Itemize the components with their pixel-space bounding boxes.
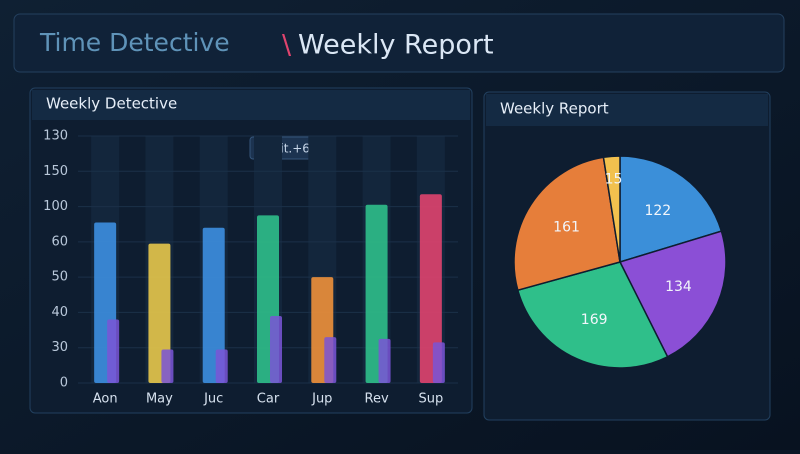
x-tick-label: Car bbox=[257, 392, 280, 407]
pie-panel-header bbox=[486, 94, 768, 126]
y-tick-label: 40 bbox=[51, 305, 68, 320]
x-tick-label: May bbox=[146, 392, 173, 407]
y-tick-label: 50 bbox=[51, 270, 68, 285]
pie-slice bbox=[619, 155, 723, 264]
header-title: Time Detective bbox=[39, 28, 230, 57]
bar-panel-header bbox=[32, 90, 470, 120]
x-tick-label: Jup bbox=[311, 392, 332, 407]
header-slash: \ bbox=[282, 30, 292, 61]
secondary-bar bbox=[432, 342, 445, 383]
x-tick-label: Rev bbox=[365, 392, 389, 407]
slice-label: 122 bbox=[644, 203, 671, 219]
header-subtitle: Weekly Report bbox=[298, 30, 494, 61]
slice-label: 15 bbox=[605, 172, 623, 188]
x-tick-label: Juc bbox=[203, 392, 223, 407]
y-tick-label: 100 bbox=[43, 199, 68, 214]
secondary-bar bbox=[215, 349, 228, 383]
y-tick-label: 150 bbox=[43, 164, 68, 179]
pie-slice bbox=[513, 156, 621, 292]
slice-label: 161 bbox=[553, 220, 580, 236]
pie-slice bbox=[516, 261, 669, 369]
bar-panel-title: Weekly Detective bbox=[46, 95, 177, 113]
bar bbox=[419, 194, 442, 383]
y-tick-label: 0 bbox=[60, 376, 68, 391]
pie-slice bbox=[618, 230, 727, 358]
y-tick-label: 60 bbox=[51, 234, 68, 249]
secondary-bar bbox=[270, 315, 282, 383]
x-tick-label: Sup bbox=[418, 392, 443, 407]
bar bbox=[202, 227, 225, 383]
x-tick-label: Aon bbox=[93, 392, 118, 407]
secondary-bar bbox=[378, 338, 391, 383]
header-bar bbox=[13, 13, 785, 73]
bar bbox=[148, 243, 171, 383]
y-tick-label: 30 bbox=[51, 340, 68, 355]
pie-slice bbox=[602, 155, 621, 263]
bar bbox=[365, 204, 388, 383]
secondary-bar bbox=[324, 337, 337, 383]
pie-panel-title: Weekly Report bbox=[500, 100, 609, 118]
secondary-bar bbox=[161, 349, 174, 383]
y-tick-label: 130 bbox=[43, 129, 68, 144]
secondary-bar bbox=[107, 319, 120, 383]
slice-label: 134 bbox=[665, 279, 692, 295]
slice-label: 169 bbox=[581, 312, 608, 328]
bar-panel bbox=[29, 87, 473, 414]
